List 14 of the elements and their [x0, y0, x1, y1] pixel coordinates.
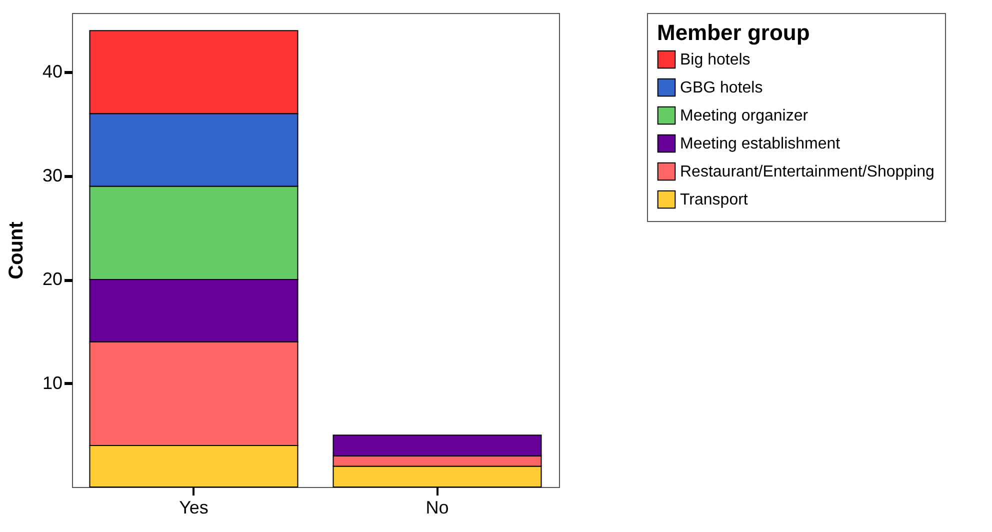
legend-label: GBG hotels — [680, 80, 763, 96]
legend-label: Meeting establishment — [680, 136, 841, 152]
x-tick-label: Yes — [179, 498, 208, 518]
x-tick-label: No — [426, 498, 449, 518]
y-tick-label: 40 — [42, 62, 62, 82]
legend-label: Transport — [680, 192, 748, 208]
legend-title: Member group — [657, 20, 810, 45]
y-tick-label: 30 — [42, 165, 62, 186]
legend-label: Restaurant/Entertainment/Shopping — [680, 164, 934, 180]
y-axis-title: Count — [5, 221, 28, 280]
y-tick-label: 20 — [42, 269, 62, 290]
y-tick-label: 10 — [42, 372, 62, 393]
legend-label: Big hotels — [680, 52, 750, 68]
legend-label: Meeting organizer — [680, 108, 809, 124]
